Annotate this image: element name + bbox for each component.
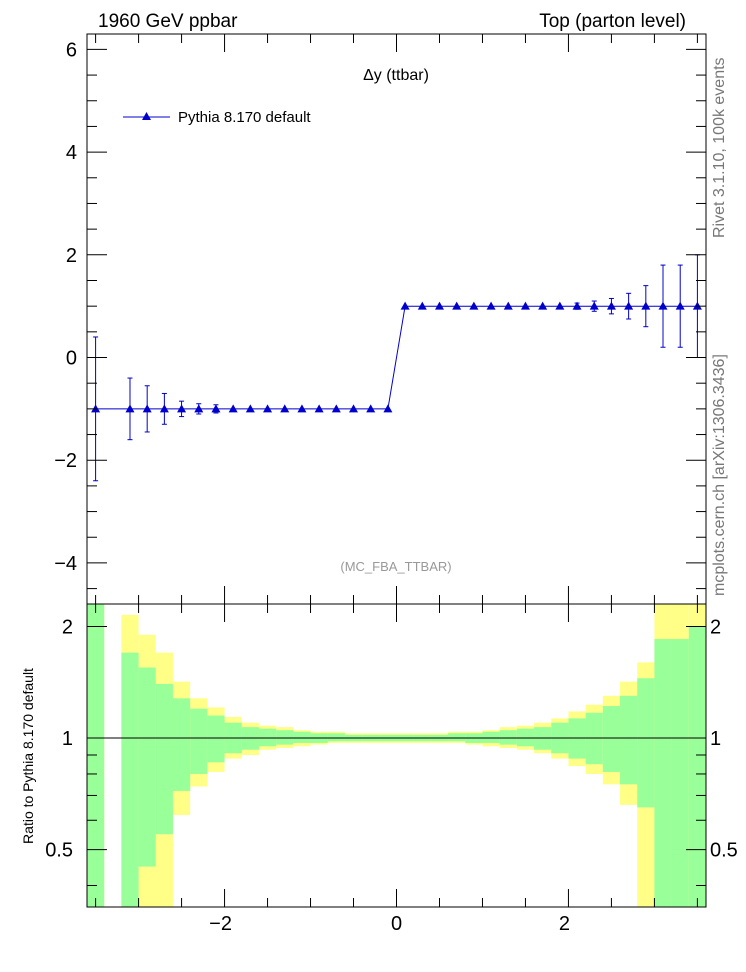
data-point [417, 301, 427, 310]
data-point [400, 301, 410, 310]
ratio-inner-band [482, 731, 500, 743]
header-energy: 1960 GeV ppbar [98, 11, 238, 32]
data-point [349, 404, 359, 413]
ratio-inner-band [207, 715, 225, 763]
ratio-inner-band [654, 639, 672, 907]
ratio-inner-band [620, 695, 638, 785]
data-point [658, 301, 668, 310]
data-point [572, 301, 582, 310]
data-point [486, 301, 496, 310]
data-point [469, 301, 479, 310]
ratio-inner-band [258, 728, 277, 747]
mcplots-label: mcplots.cern.ch [arXiv:1306.3436] [711, 354, 728, 596]
ratio-inner-band [499, 730, 517, 745]
ratio-inner-band [172, 698, 191, 791]
ratio-inner-band [293, 731, 311, 743]
main-title: Δy (ttbar) [363, 67, 429, 84]
data-point [434, 301, 444, 310]
ratio-inner-band [155, 683, 173, 835]
ratio-inner-band [121, 652, 139, 907]
data-point [297, 404, 307, 413]
ratio-inner-band [448, 733, 466, 742]
legend: Pythia 8.170 default [123, 109, 311, 126]
data-point [228, 404, 238, 413]
data-point [245, 404, 255, 413]
ratio-y-tick-label-right: 1 [710, 728, 721, 750]
ratio-inner-band [138, 667, 156, 867]
data-point [520, 301, 530, 310]
x-tick-label: 0 [391, 913, 402, 935]
data-point [314, 404, 324, 413]
ratio-inner-band [688, 626, 706, 907]
ratio-inner-band [602, 706, 621, 772]
data-point [263, 404, 273, 413]
y-tick-label: −2 [54, 450, 77, 472]
data-point [538, 301, 548, 310]
ratio-y-tick-label-left: 2 [62, 616, 73, 638]
ratio-y-tick-label-left: 0.5 [45, 840, 73, 862]
data-point [159, 404, 169, 413]
analysis-watermark: (MC_FBA_TTBAR) [340, 559, 451, 574]
y-tick-label: 4 [66, 142, 77, 164]
y-tick-label: 2 [66, 245, 77, 267]
data-point [331, 404, 341, 413]
data-point [280, 404, 290, 413]
y-tick-label: 0 [66, 348, 77, 370]
data-point [125, 404, 135, 413]
legend-marker [142, 112, 151, 120]
data-point [383, 404, 393, 413]
data-point [177, 404, 187, 413]
data-point [452, 301, 462, 310]
ratio-y-tick-label-right: 0.5 [710, 840, 738, 862]
main-panel: −4 −2 0 2 4 6 Δy (ttbar) (MC_FBA_TTBAR) Pythi… [54, 33, 707, 605]
data-point [624, 301, 634, 310]
data-point [589, 301, 599, 310]
data-point [142, 404, 152, 413]
x-tick-label: −2 [209, 913, 232, 935]
data-point [503, 301, 513, 310]
ratio-inner-band [637, 678, 655, 808]
ratio-y-tick-label-left: 1 [62, 728, 73, 750]
ratio-ylabel: Ratio to Pythia 8.170 default [20, 668, 36, 844]
x-tick-label: 2 [559, 913, 570, 935]
ratio-inner-band [276, 730, 294, 745]
data-point [641, 301, 651, 310]
data-point [211, 404, 221, 413]
data-point [606, 301, 616, 310]
rivet-label: Rivet 3.1.10, 100k events [711, 57, 728, 238]
ratio-inner-band [327, 733, 345, 742]
ratio-panel: 0.5 0.5 1 1 2 2 −2 0 2 Ratio to Pythia 8.170 def… [20, 603, 738, 935]
header-process: Top (parton level) [539, 11, 686, 32]
ratio-inner-band [516, 728, 535, 747]
y-tick-label: 6 [66, 39, 77, 61]
ratio-y-tick-label-right: 2 [710, 616, 721, 638]
ratio-inner-band [671, 639, 689, 907]
data-point [555, 301, 565, 310]
series-line [95, 305, 698, 410]
y-tick-label: −4 [54, 553, 77, 575]
legend-label: Pythia 8.170 default [178, 109, 311, 126]
data-point [194, 404, 204, 413]
ratio-inner-band [190, 708, 208, 774]
data-point [366, 404, 376, 413]
data-point [675, 301, 685, 310]
